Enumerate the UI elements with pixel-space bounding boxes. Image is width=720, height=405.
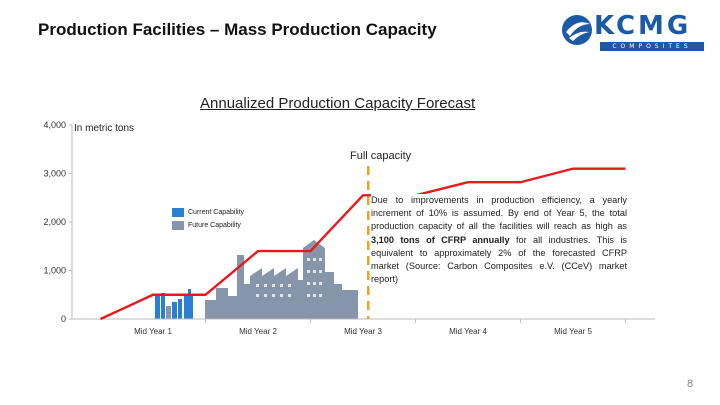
full-capacity-label: Full capacity (350, 150, 412, 162)
legend-swatch-current (172, 208, 184, 217)
logo-text: KCMG (594, 11, 692, 41)
legend-item-current: Current Capability (172, 206, 244, 219)
legend: Current Capability Future Capability (172, 206, 244, 232)
legend-swatch-future (172, 221, 184, 230)
legend-label-current: Current Capability (188, 209, 245, 216)
company-logo: KCMG COMPOSITES (560, 10, 710, 54)
slide-title: Production Facilities – Mass Production … (38, 20, 437, 39)
x-tick-label: Mid Year 3 (344, 327, 382, 336)
y-tick-label: 1,000 (43, 266, 66, 276)
logo-swirl-icon (562, 15, 592, 45)
x-tick-label: Mid Year 4 (449, 327, 487, 336)
capacity-series-line (99, 167, 626, 321)
factory-illustration (155, 240, 358, 319)
x-tick-label: Mid Year 2 (239, 327, 277, 336)
y-tick-label: 3,000 (43, 169, 66, 179)
legend-label-future: Future Capability (188, 222, 241, 229)
y-tick-label: 2,000 (43, 217, 66, 227)
logo-subtext: COMPOSITES (600, 42, 704, 51)
capacity-note-text: Due to improvements in production effici… (371, 195, 627, 285)
capacity-note-highlight: 3,100 tons of CFRP annually (371, 234, 510, 245)
chart-title: Annualized Production Capacity Forecast (200, 95, 476, 112)
unit-note: In metric tons (74, 123, 135, 134)
y-tick-label: 0 (61, 314, 66, 324)
legend-item-future: Future Capability (172, 219, 244, 232)
x-tick-label: Mid Year 1 (134, 327, 172, 336)
page-number: 8 (687, 378, 694, 390)
capacity-note: Due to improvements in production effici… (371, 194, 627, 287)
y-tick-label: 4,000 (43, 120, 66, 130)
x-tick-label: Mid Year 5 (554, 327, 592, 336)
